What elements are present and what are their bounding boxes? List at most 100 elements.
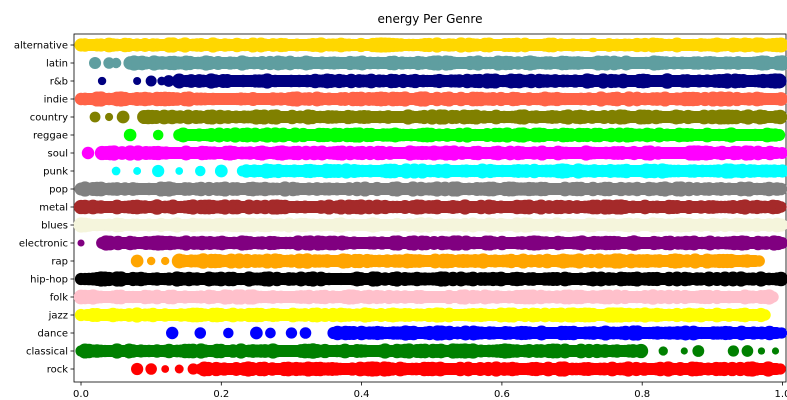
- data-point: [757, 347, 766, 355]
- data-point: [775, 201, 787, 213]
- series-rap: [130, 253, 765, 269]
- data-point: [771, 73, 787, 89]
- y-tick-label: punk: [43, 167, 68, 178]
- series-latin: [88, 55, 787, 71]
- data-point: [265, 327, 276, 339]
- data-point: [774, 363, 786, 375]
- data-point: [774, 218, 787, 232]
- data-point: [174, 364, 184, 374]
- series-indie: [74, 91, 787, 107]
- data-point: [214, 164, 228, 178]
- data-point: [97, 76, 107, 86]
- data-point: [195, 165, 206, 177]
- data-point: [774, 182, 787, 196]
- data-point: [773, 37, 787, 53]
- series-r-b: [97, 73, 787, 89]
- series-dance: [166, 325, 787, 341]
- data-point: [775, 164, 787, 178]
- y-tick-label: r&b: [50, 77, 68, 88]
- data-point: [773, 271, 787, 287]
- data-point: [776, 237, 787, 249]
- series-hip-hop: [74, 271, 787, 287]
- y-tick-label: hip-hop: [30, 275, 68, 286]
- data-point: [152, 164, 165, 178]
- data-point: [145, 363, 157, 375]
- data-point: [161, 256, 170, 266]
- data-point: [776, 147, 787, 159]
- y-tick-label: rock: [47, 365, 69, 376]
- y-tick-label: country: [30, 113, 68, 124]
- data-point: [105, 112, 114, 122]
- data-point: [81, 146, 95, 160]
- data-point: [285, 327, 298, 339]
- series-reggae: [123, 127, 786, 143]
- y-tick-label: reggae: [33, 131, 68, 142]
- series-rock: [131, 361, 786, 377]
- data-point: [162, 75, 175, 87]
- x-axis: 0.0 0.2 0.4 0.6 0.8 1.0: [73, 382, 787, 400]
- data-point: [131, 362, 144, 376]
- data-point: [727, 345, 740, 357]
- data-point: [759, 309, 771, 321]
- data-point: [299, 327, 312, 339]
- data-point: [767, 291, 779, 303]
- data-point: [194, 327, 207, 339]
- series-metal: [73, 199, 787, 215]
- data-point: [633, 343, 649, 359]
- y-axis: alternative latin r&b indie country reggae sou…: [14, 41, 74, 376]
- data-point: [123, 128, 137, 142]
- y-tick-label: jazz: [48, 311, 68, 322]
- data-point: [772, 109, 787, 125]
- series-pop: [74, 181, 787, 197]
- data-point: [658, 346, 668, 356]
- data-point: [111, 166, 121, 176]
- y-tick-label: dance: [38, 329, 68, 340]
- chart-title: energy Per Genre: [378, 12, 483, 26]
- data-point: [774, 92, 787, 106]
- data-point: [145, 75, 157, 87]
- data-point: [133, 167, 142, 175]
- series-jazz: [74, 307, 771, 323]
- data-point: [774, 55, 787, 71]
- data-point: [166, 326, 179, 340]
- series-blues: [73, 217, 787, 233]
- series-classical: [75, 343, 780, 359]
- data-point: [773, 129, 786, 141]
- data-point: [89, 111, 101, 123]
- x-tick-label: 0.4: [354, 389, 370, 400]
- y-tick-label: classical: [26, 347, 68, 358]
- y-tick-label: metal: [39, 203, 68, 214]
- data-point: [146, 256, 156, 266]
- series-soul: [81, 145, 787, 161]
- y-tick-label: folk: [50, 293, 68, 304]
- series-country: [89, 109, 787, 125]
- y-tick-label: latin: [46, 59, 68, 70]
- x-tick-label: 0.2: [213, 389, 229, 400]
- x-tick-label: 1.0: [775, 389, 787, 400]
- data-point: [116, 110, 130, 124]
- data-point: [133, 76, 142, 86]
- data-point: [692, 345, 705, 357]
- data-point: [175, 167, 184, 175]
- series-punk: [111, 163, 787, 179]
- y-tick-label: indie: [44, 95, 68, 106]
- data-point: [152, 129, 164, 141]
- series-electronic: [77, 235, 787, 251]
- y-tick-label: pop: [49, 185, 68, 196]
- data-point: [680, 347, 688, 355]
- y-tick-label: electronic: [19, 239, 68, 250]
- data-point: [753, 255, 765, 267]
- data-point: [771, 347, 780, 355]
- data-points: [73, 37, 787, 377]
- data-point: [161, 365, 170, 373]
- data-point: [250, 326, 263, 340]
- y-tick-label: alternative: [14, 41, 68, 52]
- data-point: [187, 363, 199, 375]
- x-tick-label: 0.6: [494, 389, 510, 400]
- data-point: [77, 239, 85, 247]
- y-tick-label: rap: [51, 257, 68, 268]
- data-point: [130, 254, 144, 268]
- series-alternative: [74, 37, 787, 53]
- x-tick-label: 0.8: [634, 389, 650, 400]
